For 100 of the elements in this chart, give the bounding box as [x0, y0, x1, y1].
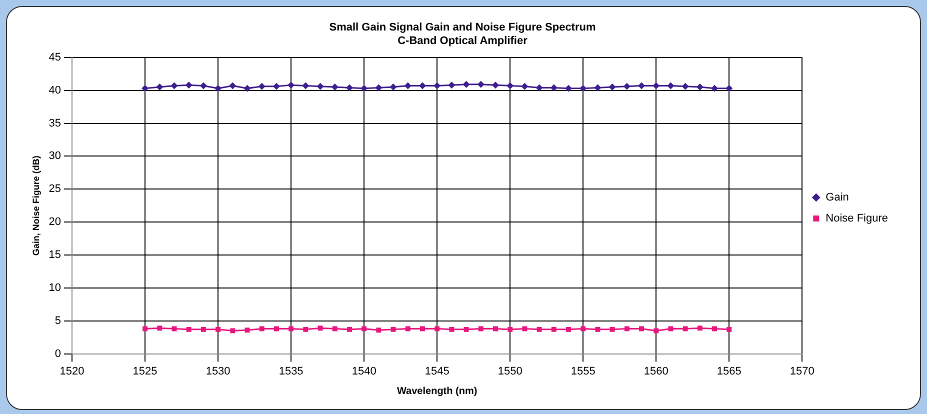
point	[492, 82, 499, 89]
point	[654, 328, 659, 334]
point	[362, 326, 367, 332]
y-tick-label: 30	[48, 150, 62, 162]
x-axis-title: Wavelength (nm)	[396, 386, 478, 397]
point	[726, 326, 732, 332]
point	[404, 82, 412, 90]
y-tick-label: 35	[48, 117, 62, 130]
y-tick-label: 25	[48, 183, 62, 196]
y-axis-title: Gain, Noise Figure (dB)	[30, 156, 41, 256]
point	[272, 82, 280, 90]
point	[390, 326, 396, 332]
y-tick-label: 15	[48, 249, 62, 262]
point	[244, 84, 251, 92]
y-tick-label: 10	[48, 282, 62, 294]
point	[302, 82, 310, 90]
point	[244, 328, 250, 333]
point	[214, 84, 222, 92]
point	[390, 84, 397, 91]
point	[288, 326, 294, 332]
x-tick-label: 1555	[570, 365, 596, 378]
x-tick-label: 1570	[790, 365, 814, 378]
point	[477, 80, 484, 88]
point	[405, 326, 410, 332]
point	[142, 84, 149, 92]
x-tick-label: 1530	[206, 365, 230, 378]
point	[347, 326, 352, 332]
point	[682, 326, 688, 332]
chart-title: Small Gain Signal Gain and Noise Figure Spectrum	[329, 22, 596, 34]
point	[550, 84, 558, 92]
point	[595, 326, 600, 332]
point	[712, 326, 718, 332]
y-tick-label: 40	[48, 84, 62, 96]
x-tick-label: 1565	[716, 365, 742, 378]
point	[376, 328, 382, 333]
y-tick-label: 0	[54, 348, 62, 360]
point	[258, 82, 266, 90]
point	[259, 326, 264, 332]
point	[682, 82, 689, 90]
point	[624, 326, 630, 332]
point	[420, 326, 425, 332]
chart-subtitle: C-Band Optical Amplifier	[398, 34, 528, 47]
point	[318, 326, 323, 331]
point	[157, 326, 162, 331]
point	[623, 82, 630, 90]
point	[696, 84, 704, 91]
point	[185, 82, 192, 89]
x-tick-label: 1545	[424, 365, 450, 378]
point	[667, 82, 674, 90]
point	[448, 82, 456, 89]
point	[230, 328, 236, 334]
point	[216, 326, 221, 332]
point	[639, 326, 644, 332]
point	[522, 326, 528, 332]
point	[434, 82, 441, 90]
point	[462, 80, 470, 88]
x-tick-label: 1540	[352, 365, 376, 378]
point	[536, 84, 543, 92]
x-tick-label: 1560	[644, 365, 668, 378]
point	[697, 326, 702, 331]
point	[726, 84, 733, 92]
point	[638, 82, 646, 90]
point	[434, 326, 440, 332]
point	[521, 82, 528, 90]
x-tick-label: 1525	[132, 365, 158, 378]
point	[360, 84, 368, 92]
point	[652, 82, 660, 90]
point	[478, 326, 484, 332]
point	[608, 84, 616, 91]
point	[200, 326, 206, 332]
point	[418, 82, 426, 90]
point	[711, 84, 718, 92]
point	[536, 326, 542, 332]
point	[331, 84, 338, 91]
point	[506, 82, 514, 90]
point	[551, 326, 556, 332]
point	[565, 84, 572, 92]
y-tick-label: 45	[48, 51, 62, 64]
x-tick-label: 1520	[60, 365, 84, 378]
point	[508, 326, 513, 332]
point	[229, 82, 236, 90]
point	[288, 82, 295, 89]
point	[668, 326, 674, 332]
point	[156, 84, 164, 91]
point	[464, 326, 469, 332]
point	[610, 326, 615, 332]
point	[449, 326, 454, 332]
point	[580, 84, 587, 92]
y-tick-label: 5	[54, 314, 62, 327]
point	[594, 84, 602, 92]
point	[566, 326, 571, 332]
x-tick-label: 1550	[498, 365, 522, 378]
point	[346, 84, 353, 92]
point	[332, 326, 338, 332]
y-tick-label: 20	[48, 216, 62, 228]
legend-label: Gain	[826, 192, 849, 204]
point	[375, 84, 382, 92]
point	[316, 82, 324, 90]
x-tick-label: 1535	[278, 365, 304, 378]
point	[142, 326, 148, 332]
